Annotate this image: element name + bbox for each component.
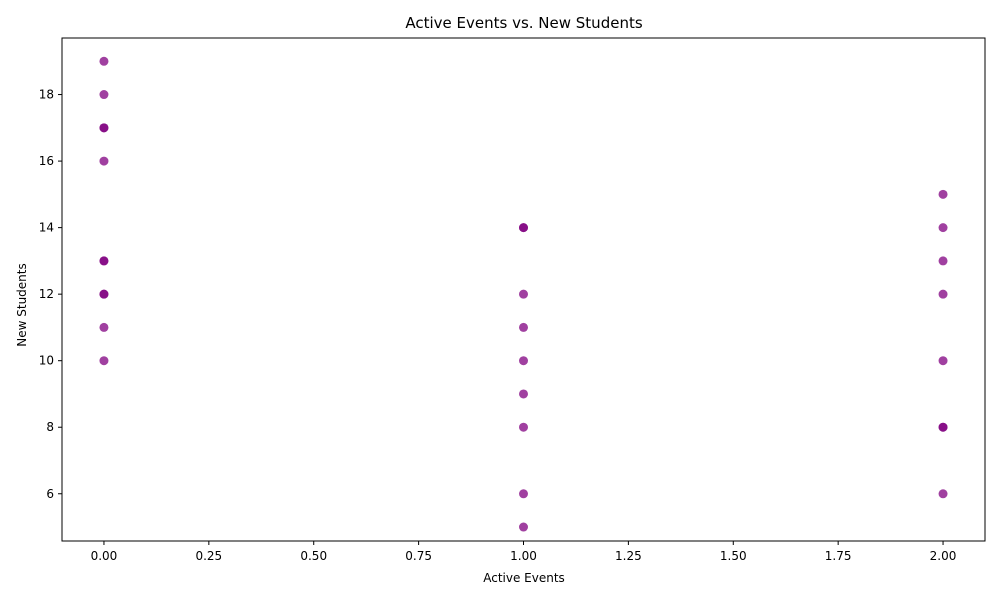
points-layer bbox=[99, 56, 948, 532]
data-point bbox=[519, 389, 528, 399]
y-tick-label: 6 bbox=[46, 487, 54, 501]
data-point bbox=[519, 289, 528, 299]
x-axis-label: Active Events bbox=[483, 571, 565, 585]
data-point bbox=[519, 522, 528, 532]
x-tick-label: 0.25 bbox=[195, 549, 222, 563]
data-point bbox=[519, 422, 528, 432]
data-point bbox=[938, 189, 948, 199]
data-point bbox=[938, 489, 948, 499]
y-tick-label: 10 bbox=[39, 354, 54, 368]
data-point bbox=[99, 322, 109, 332]
x-tick-label: 1.50 bbox=[720, 549, 747, 563]
y-tick-label: 8 bbox=[46, 420, 54, 434]
data-point bbox=[938, 223, 948, 233]
chart-title: Active Events vs. New Students bbox=[405, 14, 642, 32]
y-axis-label: New Students bbox=[15, 263, 29, 346]
data-point bbox=[99, 90, 109, 100]
x-tick-label: 0.75 bbox=[405, 549, 432, 563]
data-point bbox=[99, 56, 109, 66]
y-tick-label: 18 bbox=[39, 88, 54, 102]
y-tick-label: 12 bbox=[39, 287, 54, 301]
y-tick-label: 14 bbox=[39, 221, 54, 235]
data-point bbox=[99, 156, 109, 166]
data-point bbox=[99, 356, 109, 366]
x-tick-label: 1.00 bbox=[510, 549, 537, 563]
x-tick-label: 1.75 bbox=[825, 549, 852, 563]
data-point bbox=[519, 322, 528, 332]
x-tick-label: 0.50 bbox=[300, 549, 327, 563]
data-point bbox=[938, 289, 948, 299]
x-tick-label: 1.25 bbox=[615, 549, 642, 563]
data-point bbox=[99, 123, 109, 133]
data-point bbox=[519, 223, 528, 233]
x-axis-ticks: 0.00 0.25 0.50 0.75 1.00 1.25 1.50 1.75 2.00 bbox=[91, 541, 957, 563]
plot-area-frame bbox=[61, 37, 986, 542]
y-axis-ticks: 6 8 10 12 14 16 18 bbox=[39, 88, 62, 501]
y-tick-label: 16 bbox=[39, 154, 54, 168]
data-point bbox=[519, 356, 528, 366]
data-point bbox=[938, 422, 948, 432]
x-tick-label: 2.00 bbox=[930, 549, 957, 563]
data-point bbox=[99, 256, 109, 266]
x-tick-label: 0.00 bbox=[91, 549, 118, 563]
data-point bbox=[519, 489, 528, 499]
data-point bbox=[99, 289, 109, 299]
data-point bbox=[938, 356, 948, 366]
data-point bbox=[938, 256, 948, 266]
